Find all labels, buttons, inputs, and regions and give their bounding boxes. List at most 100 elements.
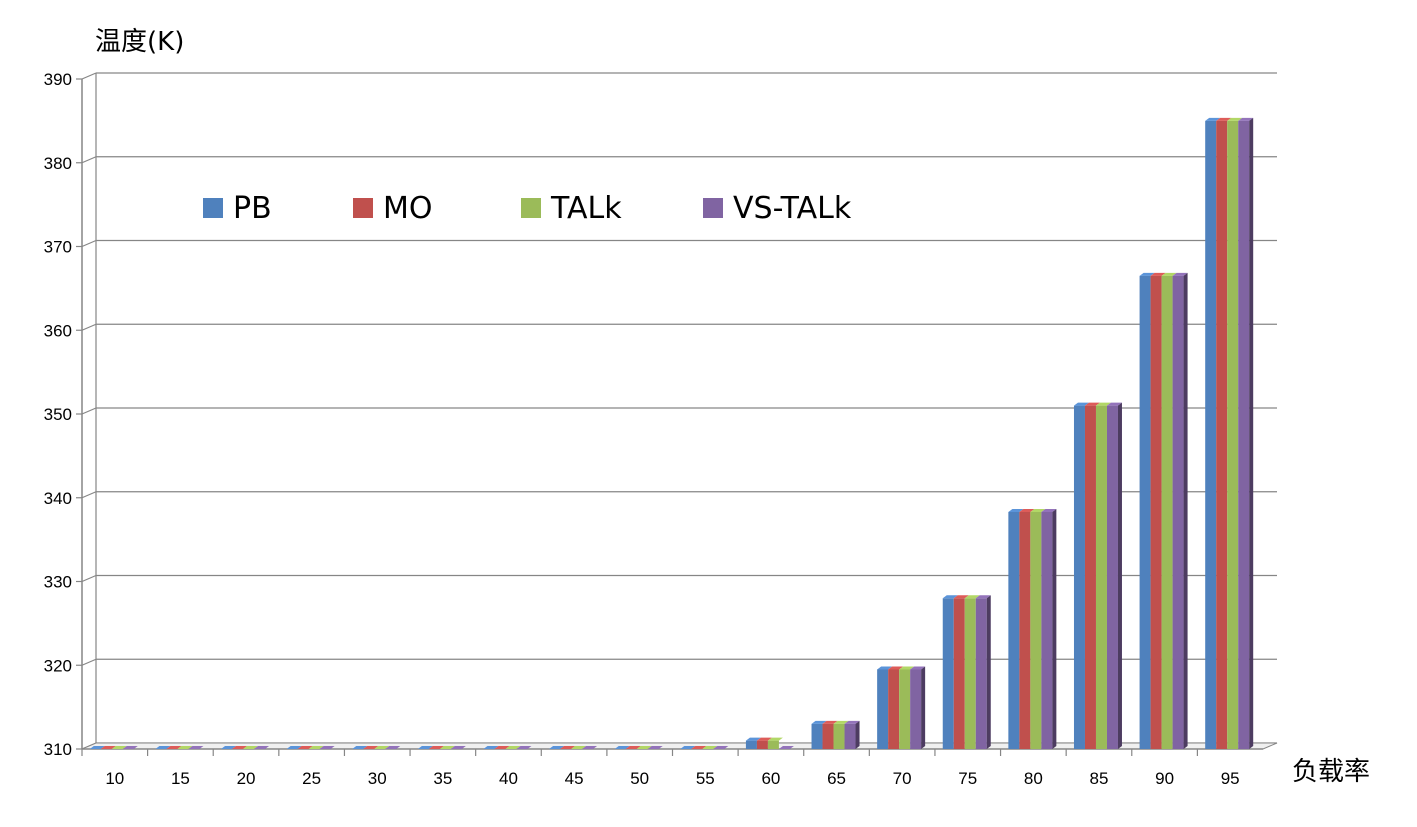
bar-top [308, 746, 324, 749]
gridline-side [81, 407, 97, 415]
bar-front [1150, 275, 1162, 749]
bar-top [483, 746, 499, 749]
bar-VS-TALk-50 [647, 746, 663, 749]
x-axis-title: 负载率 [1292, 757, 1370, 787]
gridline-side [81, 72, 97, 80]
bar-MO-90 [1150, 272, 1166, 749]
bar-front [1238, 120, 1250, 749]
bar-PB-25 [286, 746, 302, 749]
x-tick-label: 85 [1090, 769, 1109, 788]
bar-front [1073, 405, 1085, 749]
x-tick-label: 45 [565, 769, 584, 788]
bar-top [319, 746, 335, 749]
bar-MO-65 [822, 720, 838, 749]
bar-front [899, 669, 911, 749]
bar-TALk-55 [702, 746, 718, 749]
bar-top [363, 746, 379, 749]
y-tick-label: 380 [44, 154, 72, 173]
bar-top [975, 595, 991, 599]
bar-front [1008, 511, 1020, 749]
bar-TALk-15 [177, 746, 193, 749]
bar-top [1216, 117, 1232, 121]
y-tick-label: 350 [44, 405, 72, 424]
bar-top [1095, 402, 1111, 406]
bar-top [647, 746, 663, 749]
bar-VS-TALk-90 [1172, 272, 1188, 749]
bar-top [111, 746, 127, 749]
bar-front [833, 723, 845, 749]
bar-MO-60 [756, 737, 772, 749]
bar-top [1227, 117, 1243, 121]
grid-lines [81, 72, 1277, 750]
bar-top [778, 746, 794, 749]
legend-item-PB: PB [203, 191, 272, 226]
bar-MO-30 [363, 746, 379, 749]
bar-top [745, 737, 761, 741]
bar-VS-TALk-65 [844, 720, 860, 749]
bar-PB-35 [417, 746, 433, 749]
bar-VS-TALk-45 [582, 746, 598, 749]
legend-swatch [353, 198, 373, 218]
bar-front [767, 740, 779, 749]
bar-VS-TALk-20 [254, 746, 270, 749]
gridline-side [81, 574, 97, 583]
legend-label: MO [383, 191, 433, 226]
bar-PB-75 [942, 595, 958, 749]
bar-top [505, 746, 521, 749]
bar-VS-TALk-70 [910, 666, 926, 749]
bar-VS-TALk-80 [1041, 508, 1057, 749]
bar-TALk-95 [1227, 117, 1243, 749]
bar-front [888, 669, 900, 749]
bar-MO-70 [888, 666, 904, 749]
gridline-side [81, 239, 97, 248]
bar-TALk-85 [1095, 402, 1111, 749]
bar-side [986, 595, 991, 749]
y-tick-label: 360 [44, 321, 72, 340]
bar-top [702, 746, 718, 749]
legend-swatch [703, 198, 723, 218]
bar-PB-90 [1139, 272, 1155, 749]
bar-front [1161, 275, 1173, 749]
bar-top [899, 666, 915, 670]
bar-top [1139, 272, 1155, 276]
bar-front [910, 669, 922, 749]
legend-swatch [521, 198, 541, 218]
y-tick-label: 370 [44, 238, 72, 257]
bar-VS-TALk-95 [1238, 117, 1254, 749]
bar-MO-25 [297, 746, 313, 749]
gridline-side [81, 658, 97, 666]
bar-top [1150, 272, 1166, 276]
bar-front [1216, 120, 1228, 749]
bar-front [1106, 405, 1118, 749]
bar-PB-45 [549, 746, 565, 749]
bar-PB-95 [1205, 117, 1221, 749]
bar-top [910, 666, 926, 670]
gridline-side [81, 156, 97, 164]
bar-VS-TALk-30 [385, 746, 401, 749]
bar-MO-40 [494, 746, 510, 749]
bar-VS-TALk-85 [1106, 402, 1122, 749]
bar-front [975, 598, 987, 749]
bar-TALk-60 [767, 737, 783, 749]
bar-TALk-65 [833, 720, 849, 749]
bar-front [745, 740, 757, 749]
x-tick-label: 60 [761, 769, 780, 788]
bar-top [833, 720, 849, 724]
bar-top [844, 720, 860, 724]
bar-front [942, 598, 954, 749]
gridline-side [81, 323, 97, 331]
bar-side [1052, 508, 1057, 749]
bar-top [636, 746, 652, 749]
bar-top [964, 595, 980, 599]
x-tick-label: 80 [1024, 769, 1043, 788]
bar-top [1238, 117, 1254, 121]
bar-MO-45 [560, 746, 576, 749]
bar-PB-10 [89, 746, 105, 749]
bar-VS-TALk-35 [450, 746, 466, 749]
bar-TALk-90 [1161, 272, 1177, 749]
bar-top [713, 746, 729, 749]
bar-MO-10 [100, 746, 116, 749]
bar-PB-40 [483, 746, 499, 749]
bar-top [1106, 402, 1122, 406]
x-tick-label: 50 [630, 769, 649, 788]
